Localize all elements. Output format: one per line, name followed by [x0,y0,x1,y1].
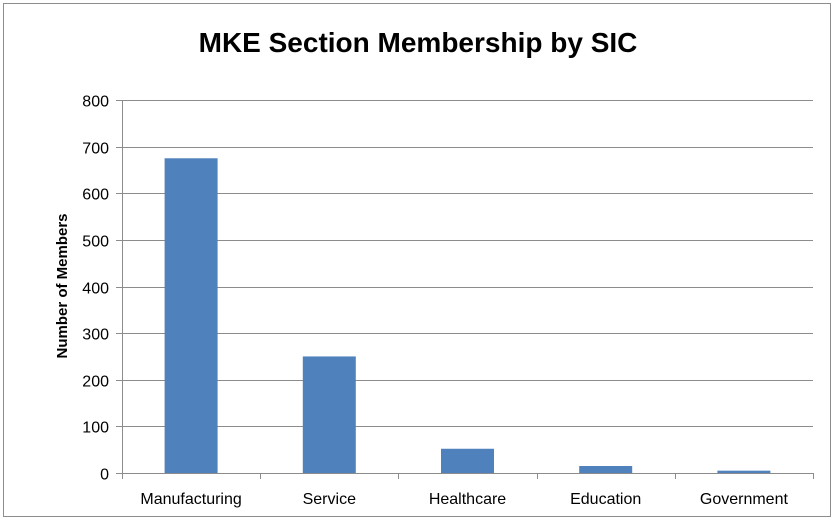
bar-manufacturing [164,158,218,473]
y-tick-label: 400 [82,281,109,298]
y-axis-ticks: 0 100 200 300 400 500 600 700 800 [82,94,109,484]
bar-education [579,466,633,473]
bar-healthcare [441,448,494,473]
gridlines [116,100,814,479]
y-tick-label: 100 [82,420,109,437]
x-tick-label: Education [570,491,641,508]
bars [164,158,771,473]
x-tick-label: Service [303,491,356,508]
y-tick-label: 600 [82,187,109,204]
y-axis-label: Number of Members [54,213,71,358]
x-tick-label: Manufacturing [140,491,241,508]
chart-title: MKE Section Membership by SIC [199,27,638,58]
chart-frame [3,3,831,517]
y-tick-label: 0 [100,467,109,484]
y-tick-label: 500 [82,234,109,251]
y-tick-label: 700 [82,141,109,158]
bar-service [302,356,356,473]
y-tick-label: 200 [82,374,109,391]
x-tick-label: Government [700,491,789,508]
y-tick-label: 300 [82,327,109,344]
bar-government [717,470,771,473]
x-axis-ticks: Manufacturing Service Healthcare Education G… [140,491,788,508]
y-tick-label: 800 [82,94,109,111]
x-tick-label: Healthcare [429,491,506,508]
